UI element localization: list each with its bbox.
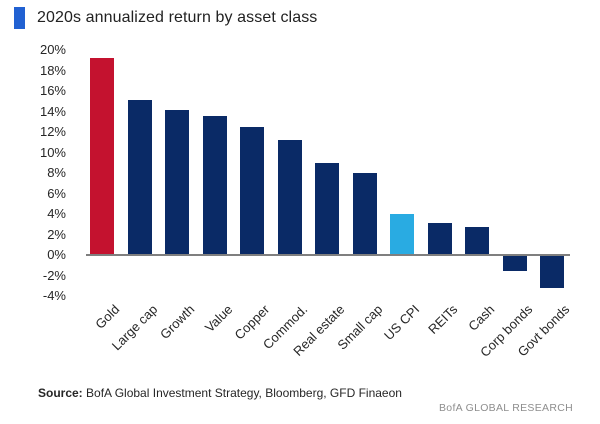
bar-reits (427, 223, 452, 255)
y-tick-label-0: 0% (47, 247, 66, 262)
y-tick-label-6: 6% (47, 185, 66, 201)
source-text: BofA Global Investment Strategy, Bloombe… (82, 386, 402, 400)
y-tick-label-12: 12% (39, 124, 66, 139)
chart-header: 2020s annualized return by asset class (14, 7, 317, 29)
bar-copper (240, 126, 264, 255)
y-tick-label--4: -4% (42, 288, 66, 303)
y-tick-label-10: 10% (39, 144, 66, 160)
bar-growth (165, 110, 189, 255)
y-tick-label-8: 8% (47, 165, 66, 180)
source-line: Source: BofA Global Investment Strategy,… (38, 386, 402, 400)
bar-commod (277, 140, 302, 255)
bar-small-cap (352, 173, 377, 255)
bar-value (202, 115, 227, 255)
bar-real-estate (315, 162, 339, 255)
bar-corp-bonds (502, 255, 527, 272)
y-tick-label-14: 14% (39, 103, 66, 119)
title-marker-icon (14, 7, 25, 29)
y-tick-label-2: 2% (47, 226, 66, 242)
y-tick-label-4: 4% (47, 206, 66, 221)
source-label: Source: (38, 386, 83, 400)
y-tick-label-20: 20% (39, 42, 66, 57)
bar-gold (90, 58, 114, 255)
bar-cash (465, 227, 489, 255)
y-tick-label-16: 16% (39, 83, 66, 98)
y-tick-label--2: -2% (42, 267, 66, 283)
chart-title: 2020s annualized return by asset class (37, 9, 318, 26)
bar-us-cpi (390, 214, 414, 255)
brand-credit: BofA GLOBAL RESEARCH (439, 402, 573, 414)
bar-large-cap (127, 100, 152, 255)
y-tick-label-18: 18% (39, 62, 66, 78)
x-axis-zero-line (86, 254, 570, 256)
bar-govt-bonds (540, 255, 564, 288)
